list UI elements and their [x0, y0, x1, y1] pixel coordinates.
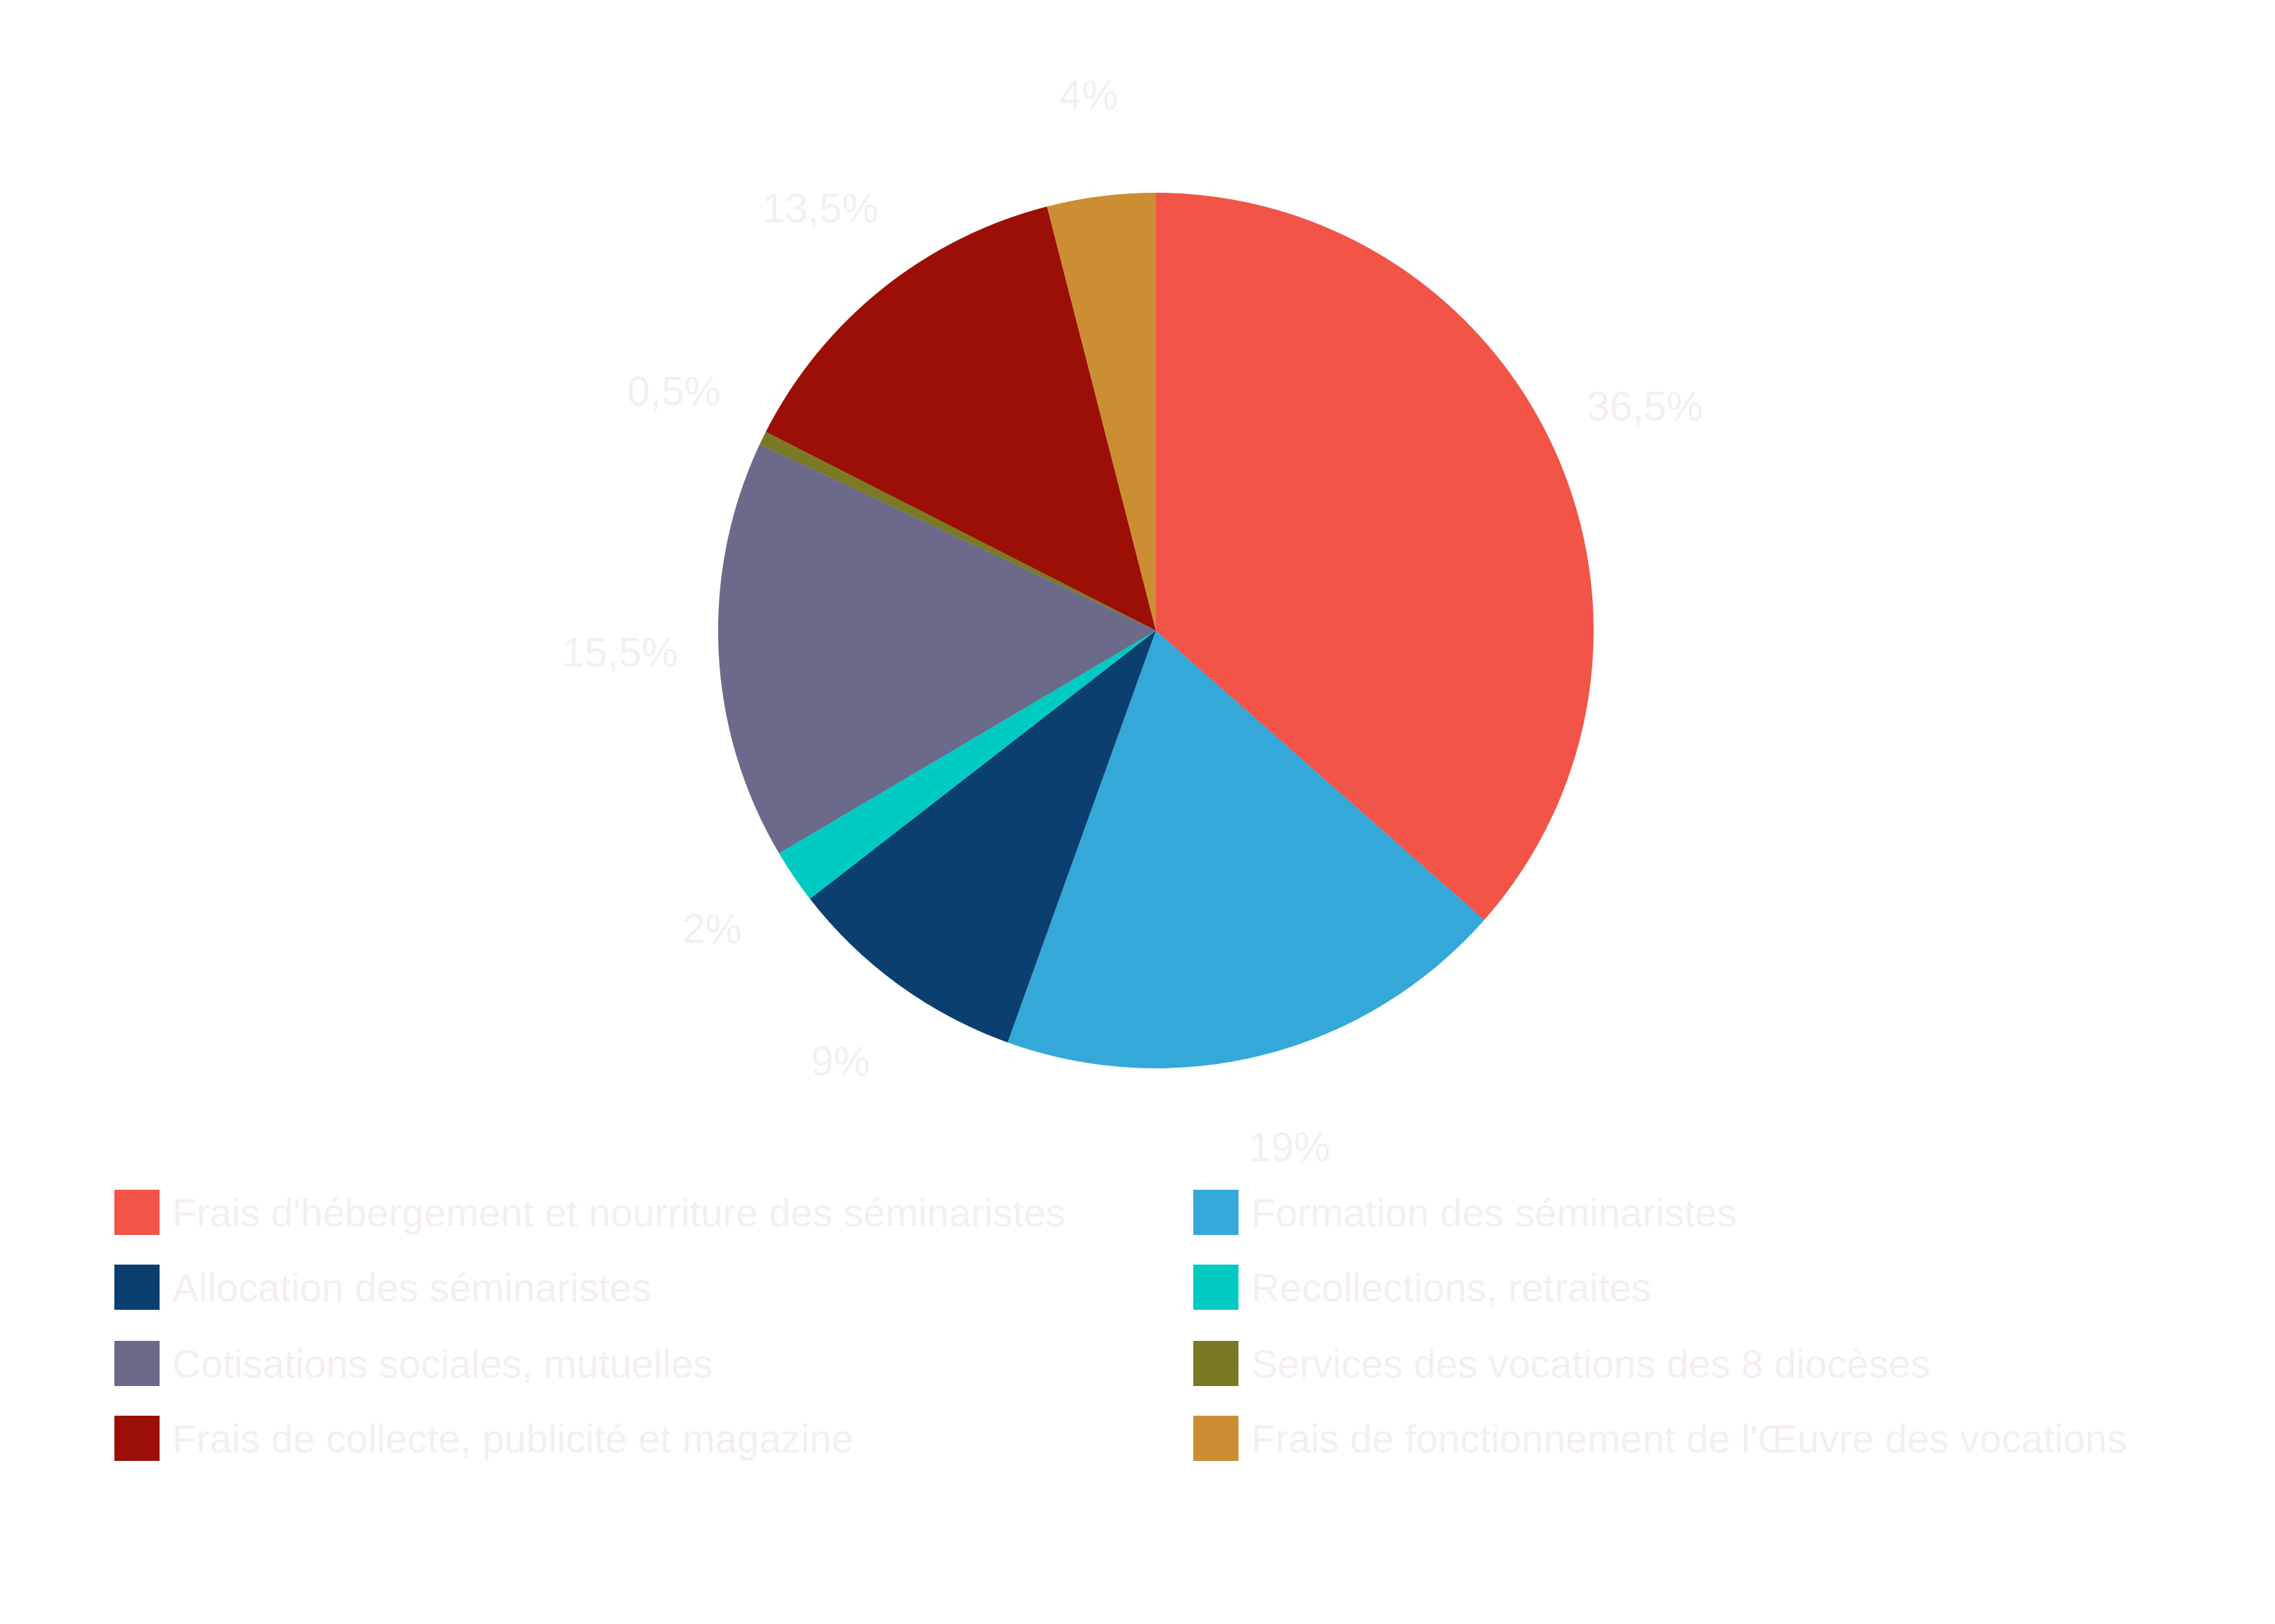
legend-item-1: Formation des séminaristes — [1193, 1188, 1737, 1237]
legend-swatch-3 — [1193, 1265, 1238, 1310]
legend-item-3: Recollections, retraites — [1193, 1262, 1651, 1312]
slice-label-4: 15,5% — [562, 630, 678, 676]
legend-label-5: Services des vocations des 8 diocèses — [1251, 1341, 1930, 1386]
pie-slice-1 — [1007, 631, 1485, 1068]
legend-swatch-4 — [114, 1341, 160, 1386]
legend-item-7: Frais de fonctionnement de l'Œuvre des v… — [1193, 1414, 2127, 1463]
legend-label-4: Cotisations sociales, mutuelles — [172, 1341, 713, 1386]
slices-group — [718, 193, 1594, 1068]
legend-item-2: Allocation des séminaristes — [114, 1262, 652, 1312]
pie-slice-4 — [718, 444, 1156, 854]
legend-item-6: Frais de collecte, publicité et magazine — [114, 1414, 854, 1463]
pie-slice-7 — [1046, 193, 1156, 631]
slice-label-7: 4% — [1059, 72, 1118, 118]
slice-label-6: 13,5% — [763, 186, 878, 232]
legend-label-1: Formation des séminaristes — [1251, 1190, 1737, 1235]
legend-swatch-0 — [114, 1190, 160, 1235]
legend-swatch-7 — [1193, 1416, 1238, 1461]
legend-item-0: Frais d'hébergement et nourriture des sé… — [114, 1188, 1065, 1237]
legend-label-0: Frais d'hébergement et nourriture des sé… — [172, 1190, 1066, 1235]
slice-label-1: 19% — [1248, 1124, 1330, 1170]
legend-swatch-1 — [1193, 1190, 1238, 1235]
legend-swatch-5 — [1193, 1341, 1238, 1386]
legend-item-4: Cotisations sociales, mutuelles — [114, 1339, 713, 1388]
legend-swatch-2 — [114, 1265, 160, 1310]
slice-label-2: 9% — [811, 1039, 870, 1085]
legend-label-7: Frais de fonctionnement de l'Œuvre des v… — [1251, 1416, 2127, 1461]
legend-item-5: Services des vocations des 8 diocèses — [1193, 1339, 1930, 1388]
pie-slice-3 — [779, 631, 1156, 900]
slice-label-0: 36,5% — [1587, 384, 1702, 430]
pie-slice-0 — [1156, 193, 1594, 921]
slice-label-3: 2% — [683, 907, 742, 953]
pie-slice-2 — [810, 631, 1156, 1043]
legend-swatch-6 — [114, 1416, 160, 1461]
legend-label-3: Recollections, retraites — [1251, 1265, 1652, 1310]
legend-label-2: Allocation des séminaristes — [172, 1265, 652, 1310]
slice-labels-group: 36,5% 19% 9% 2% 15,5% 0,5% 13,5% 4% — [562, 72, 1703, 1170]
legend-label-6: Frais de collecte, publicité et magazine — [172, 1416, 854, 1461]
pie-slice-6 — [765, 206, 1156, 631]
pie-slice-5 — [760, 431, 1156, 631]
slice-label-5: 0,5% — [627, 369, 720, 414]
